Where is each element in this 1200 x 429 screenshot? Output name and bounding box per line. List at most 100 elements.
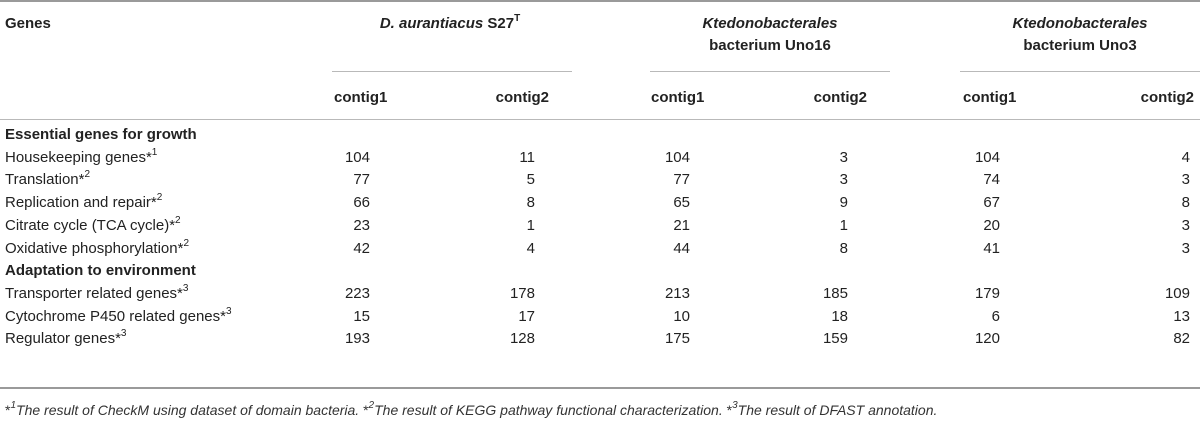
table-cell: 67	[983, 194, 1000, 212]
org3-contig2-header: contig2	[1140, 89, 1194, 106]
header-bottom-rule	[0, 119, 1200, 120]
table-cell: 3	[1181, 171, 1190, 189]
org2-contig1-header: contig1	[651, 89, 705, 106]
row-label-mark: *	[177, 239, 184, 257]
footnote-mark-3: *	[726, 402, 733, 418]
row-label: Cytochrome P450 related genes*3	[5, 305, 232, 326]
row-label: Translation*2	[5, 169, 91, 189]
org2-contig2-header: contig2	[813, 89, 867, 106]
table-cell: 4	[526, 239, 535, 257]
row-label-mark: *	[169, 216, 176, 234]
org3-group-rule	[960, 71, 1200, 72]
row-label-note: 2	[175, 214, 181, 226]
footnote-num-1: 1	[10, 400, 17, 412]
row-label-note: 2	[84, 169, 91, 181]
row-label-note: 2	[156, 192, 163, 204]
org3-header-line1: Ktedonobacterales	[1012, 15, 1148, 32]
table-cell: 104	[664, 148, 690, 166]
table-footnote: *1The result of CheckM using dataset of …	[5, 400, 938, 418]
table-cell: 66	[353, 194, 370, 212]
table-cell: 44	[673, 239, 690, 257]
table-bottom-rule	[0, 387, 1200, 389]
table-cell: 13	[1173, 307, 1190, 325]
table-cell: 3	[1181, 216, 1190, 234]
table-cell: 128	[509, 330, 535, 348]
row-label-mark: *	[145, 148, 152, 166]
table-cell: 223	[344, 284, 370, 302]
org2-header-line2: bacterium Uno16	[709, 37, 831, 54]
row-label: Oxidative phosphorylation*2	[5, 237, 190, 258]
row-label-note: 3	[225, 305, 232, 317]
footnote-text-2: The result of KEGG pathway functional ch…	[374, 402, 727, 418]
org1-name: D. aurantiacus	[379, 15, 484, 32]
table-cell: 15	[353, 307, 370, 325]
table-cell: 42	[353, 239, 370, 257]
row-label: Replication and repair*2	[5, 192, 163, 212]
table-cell: 8	[1181, 194, 1190, 212]
table-cell: 109	[1164, 284, 1190, 302]
table-cell: 159	[822, 330, 848, 348]
org1-suffix: S27	[483, 15, 515, 32]
row-label-note: 3	[182, 282, 189, 294]
table-cell: 82	[1173, 330, 1190, 348]
footnote-text-3: The result of DFAST annotation.	[737, 402, 938, 418]
table-cell: 3	[1181, 239, 1190, 257]
table-cell: 23	[353, 216, 370, 234]
row-label-text: Oxidative phosphorylation	[5, 239, 178, 257]
row-label: Housekeeping genes*1	[5, 146, 158, 167]
table-cell: 3	[839, 148, 848, 166]
row-label-text: Citrate cycle (TCA cycle)	[5, 216, 170, 234]
org1-group-rule	[332, 71, 572, 72]
table-cell: 120	[974, 330, 1000, 348]
footnote-num-3: 3	[732, 400, 738, 412]
row-label-text: Translation	[5, 171, 79, 189]
org1-contig1-header: contig1	[334, 89, 388, 106]
row-label-mark: *	[177, 284, 183, 302]
genes-header: Genes	[5, 15, 51, 32]
table-cell: 185	[822, 284, 848, 302]
row-label-note: 2	[183, 237, 190, 249]
row-label-mark: *	[115, 330, 121, 348]
row-label: Regulator genes*3	[5, 328, 127, 348]
org2-group-rule	[650, 71, 890, 72]
table-cell: 10	[673, 307, 690, 325]
footnote-mark-2: *	[363, 402, 369, 418]
table-cell: 18	[831, 307, 848, 325]
table-cell: 6	[991, 307, 1000, 325]
table-cell: 77	[353, 171, 370, 189]
section-title: Adaptation to environment	[5, 262, 196, 280]
row-label-text: Cytochrome P450 related genes	[5, 307, 221, 325]
table-cell: 4	[1181, 148, 1190, 166]
row-label-mark: *	[220, 307, 226, 325]
table-top-rule	[0, 0, 1200, 2]
table-cell: 213	[664, 284, 690, 302]
table-cell: 193	[344, 330, 370, 348]
table-cell: 104	[344, 148, 370, 166]
row-label-note: 1	[151, 146, 158, 158]
table-cell: 3	[839, 171, 848, 189]
row-label-text: Regulator genes	[5, 330, 116, 348]
table-cell: 21	[673, 216, 690, 234]
table-cell: 11	[519, 148, 535, 166]
row-label-note: 3	[120, 328, 127, 340]
table-cell: 175	[664, 330, 690, 348]
section-title: Essential genes for growth	[5, 126, 197, 143]
row-label-text: Housekeeping genes	[5, 148, 146, 166]
footnote-text-1: The result of CheckM using dataset of do…	[16, 402, 364, 418]
table-cell: 9	[839, 194, 848, 212]
table-cell: 179	[974, 284, 1000, 302]
table-cell: 8	[526, 194, 535, 212]
footnote-mark-1: *	[5, 402, 11, 418]
table-cell: 41	[983, 239, 1000, 257]
org2-header-line1: Ktedonobacterales	[702, 15, 838, 32]
row-label-text: Replication and repair	[5, 194, 151, 212]
table-cell: 65	[673, 194, 690, 212]
row-label: Citrate cycle (TCA cycle)*2	[5, 214, 181, 235]
table-cell: 178	[509, 284, 535, 302]
org3-contig1-header: contig1	[963, 89, 1017, 106]
org1-contig2-header: contig2	[495, 89, 549, 106]
row-label-text: Transporter related genes	[5, 284, 178, 302]
row-label: Transporter related genes*3	[5, 282, 189, 303]
org1-header: D. aurantiacus S27T	[330, 14, 570, 33]
row-label-mark: *	[78, 171, 85, 189]
